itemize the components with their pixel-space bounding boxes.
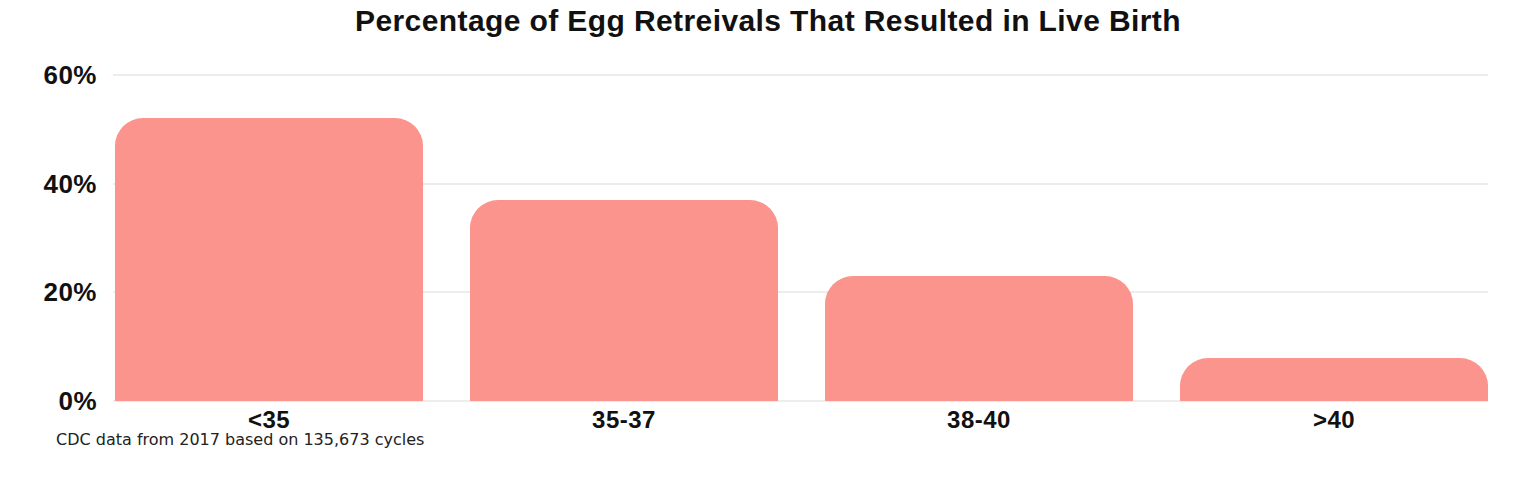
y-tick-label: 40% — [20, 169, 97, 199]
bar-38-40 — [825, 276, 1133, 401]
x-tick-label: <35 — [159, 406, 379, 434]
x-tick-label: >40 — [1224, 406, 1444, 434]
plot-area — [113, 75, 1488, 401]
bar-<35 — [115, 118, 423, 401]
x-tick-label: 35-37 — [514, 406, 734, 434]
bar-chart: Percentage of Egg Retreivals That Result… — [0, 0, 1536, 480]
bar->40 — [1180, 358, 1488, 401]
y-tick-label: 0% — [20, 386, 97, 416]
gridline-60 — [113, 74, 1488, 76]
y-tick-label: 20% — [20, 277, 97, 307]
chart-title: Percentage of Egg Retreivals That Result… — [0, 4, 1536, 38]
x-tick-label: 38-40 — [869, 406, 1089, 434]
bar-35-37 — [470, 200, 778, 401]
y-tick-label: 60% — [20, 60, 97, 90]
